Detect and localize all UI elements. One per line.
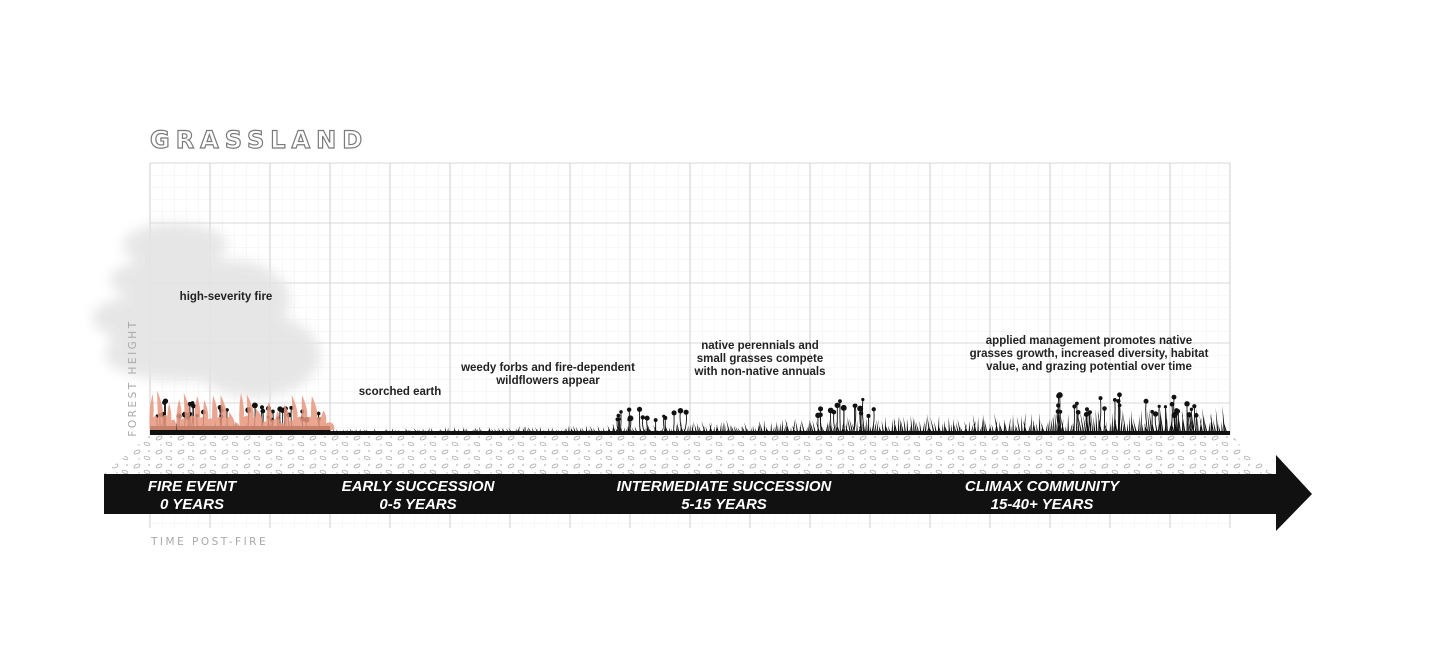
flames-icon	[149, 390, 335, 430]
flame-shapes	[149, 390, 335, 430]
wildflower-clump	[815, 397, 876, 434]
timeline-arrow	[104, 455, 1312, 531]
wildflower-clump	[1055, 392, 1122, 434]
stage-fire-event: FIRE EVENT 0 YEARS	[147, 478, 237, 513]
y-axis-label: FOREST HEIGHT	[127, 319, 139, 437]
annotation-scorched-earth: scorched earth	[358, 386, 442, 398]
soil-gravel	[104, 434, 1272, 474]
wildflower-clump	[1143, 394, 1199, 434]
annotation-high-severity-fire: high-severity fire	[179, 291, 273, 303]
stage-climax-community: CLIMAX COMMUNITY 15-40+ YEARS	[964, 478, 1120, 513]
smoke-cloud	[92, 223, 320, 397]
stage-intermediate-succession: INTERMEDIATE SUCCESSION 5-15 YEARS	[616, 478, 832, 513]
x-axis-label: TIME POST-FIRE	[151, 536, 269, 548]
smoke-puff	[110, 310, 190, 370]
smoke-puff	[123, 223, 227, 267]
stage-early-succession: EARLY SUCCESSION 0-5 YEARS	[341, 478, 495, 513]
wildflower-clump	[615, 406, 689, 434]
diagram-title: GRASSLAND	[149, 125, 369, 154]
smoke-puff	[190, 313, 320, 397]
annotation-applied-management: applied management promotes native grass…	[969, 335, 1209, 373]
annotation-native-perennials: native perennials and small grasses comp…	[694, 340, 826, 378]
annotation-weedy-forbs: weedy forbs and fire-dependent wildflowe…	[461, 362, 635, 387]
